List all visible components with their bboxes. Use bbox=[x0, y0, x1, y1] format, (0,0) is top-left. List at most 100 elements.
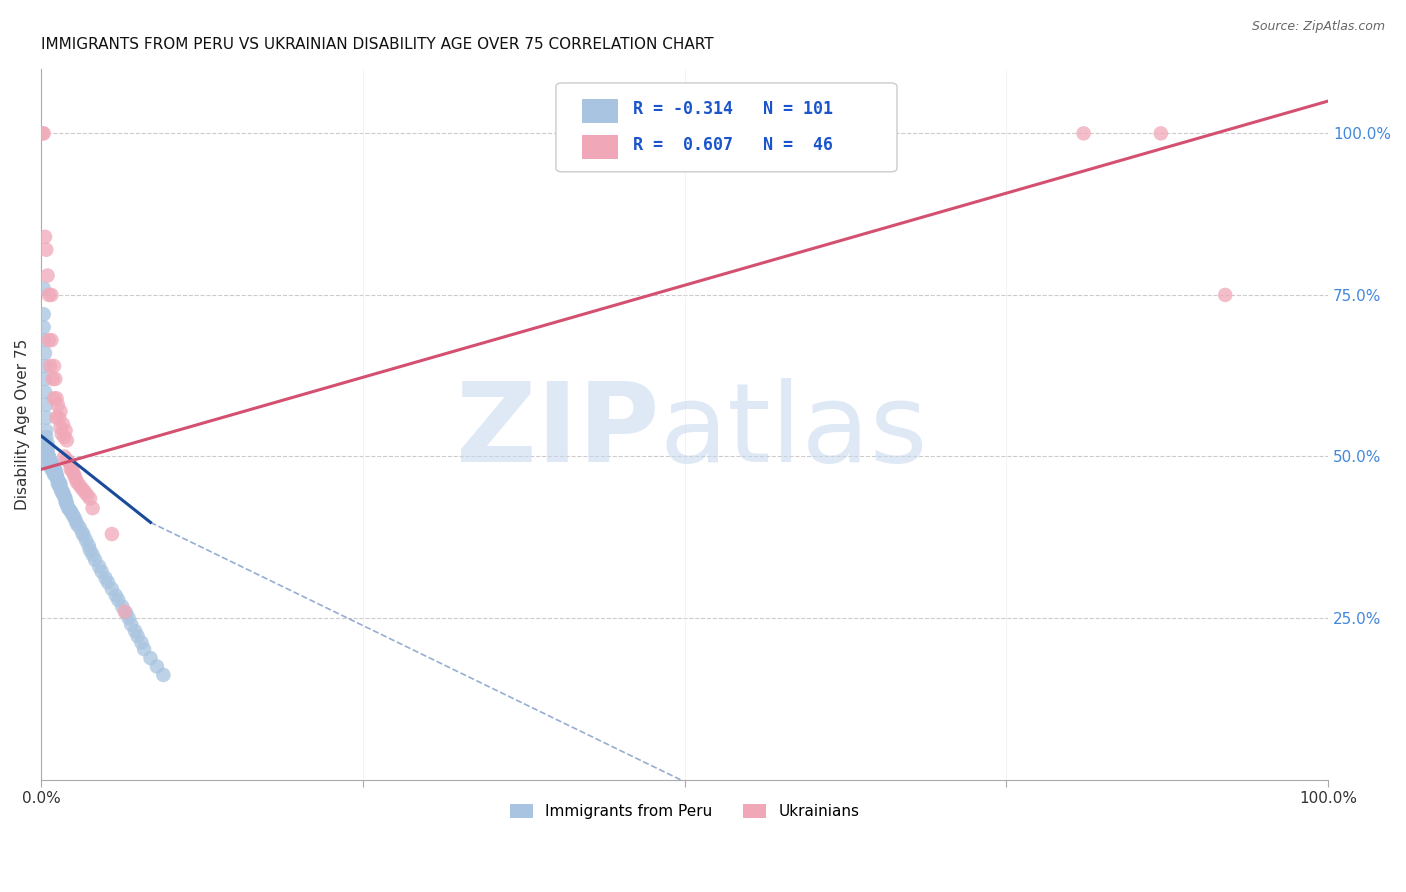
Point bbox=[37, 443, 59, 458]
Point bbox=[49, 479, 72, 493]
Point bbox=[37, 446, 59, 460]
Point bbox=[52, 417, 75, 432]
Point bbox=[34, 346, 56, 360]
Point bbox=[45, 468, 67, 483]
Point bbox=[76, 488, 98, 502]
Legend: Immigrants from Peru, Ukrainians: Immigrants from Peru, Ukrainians bbox=[503, 798, 865, 825]
Point bbox=[42, 359, 65, 373]
Text: Source: ZipAtlas.com: Source: ZipAtlas.com bbox=[1251, 20, 1385, 33]
Point bbox=[39, 459, 62, 474]
Point bbox=[53, 490, 76, 504]
Point bbox=[44, 466, 66, 480]
Point bbox=[37, 440, 59, 454]
Point bbox=[59, 504, 82, 518]
Point bbox=[52, 487, 75, 501]
Point bbox=[117, 611, 139, 625]
Point bbox=[46, 398, 69, 412]
Point bbox=[35, 243, 58, 257]
Point bbox=[146, 659, 169, 673]
Point bbox=[72, 482, 94, 496]
Point bbox=[44, 372, 66, 386]
Point bbox=[38, 450, 60, 464]
Point bbox=[49, 476, 72, 491]
Point bbox=[41, 461, 63, 475]
Point bbox=[866, 127, 889, 141]
Point bbox=[39, 452, 62, 467]
Point bbox=[66, 475, 89, 490]
Point bbox=[37, 268, 59, 283]
Point bbox=[32, 320, 55, 334]
Point bbox=[37, 450, 59, 464]
Point bbox=[104, 589, 127, 603]
Point bbox=[48, 478, 70, 492]
Point bbox=[35, 398, 58, 412]
Point bbox=[53, 450, 76, 464]
Point bbox=[75, 533, 97, 548]
Point bbox=[45, 470, 67, 484]
Point bbox=[51, 483, 73, 497]
Point bbox=[48, 410, 70, 425]
Point bbox=[35, 410, 58, 425]
Point bbox=[34, 229, 56, 244]
Point bbox=[45, 467, 67, 482]
Point bbox=[46, 474, 69, 488]
Point bbox=[56, 434, 79, 448]
Point bbox=[42, 462, 65, 476]
Point bbox=[51, 426, 73, 441]
Point bbox=[49, 420, 72, 434]
Point bbox=[48, 475, 70, 490]
Point bbox=[45, 392, 67, 406]
Point bbox=[101, 582, 124, 596]
Point bbox=[38, 452, 60, 467]
Point bbox=[97, 575, 120, 590]
Point bbox=[131, 635, 153, 649]
Point bbox=[82, 501, 104, 516]
Point bbox=[56, 501, 79, 516]
Point bbox=[127, 629, 149, 643]
Text: R = -0.314   N = 101: R = -0.314 N = 101 bbox=[633, 100, 834, 119]
Point bbox=[31, 443, 53, 458]
Point bbox=[42, 464, 65, 478]
Point bbox=[37, 456, 59, 470]
Point bbox=[41, 333, 63, 347]
Point bbox=[53, 430, 76, 444]
Point bbox=[41, 459, 63, 474]
Point bbox=[132, 642, 155, 657]
Text: IMMIGRANTS FROM PERU VS UKRAINIAN DISABILITY AGE OVER 75 CORRELATION CHART: IMMIGRANTS FROM PERU VS UKRAINIAN DISABI… bbox=[41, 37, 714, 53]
Point bbox=[34, 384, 56, 399]
Point bbox=[55, 424, 77, 438]
Point bbox=[52, 485, 75, 500]
Point bbox=[44, 464, 66, 478]
Point bbox=[111, 599, 134, 614]
Point bbox=[58, 502, 80, 516]
Point bbox=[65, 472, 87, 486]
Point bbox=[56, 498, 79, 512]
Point bbox=[41, 288, 63, 302]
Point bbox=[69, 520, 91, 534]
Point bbox=[63, 468, 86, 483]
Point bbox=[34, 359, 56, 373]
Point bbox=[42, 392, 65, 406]
Point bbox=[53, 488, 76, 502]
Point bbox=[42, 467, 65, 482]
Point bbox=[38, 288, 60, 302]
Point bbox=[120, 617, 142, 632]
Point bbox=[46, 476, 69, 491]
Point bbox=[66, 517, 89, 532]
Point bbox=[31, 436, 53, 450]
Point bbox=[42, 466, 65, 480]
Point bbox=[37, 436, 59, 450]
Bar bbox=[582, 99, 617, 123]
Point bbox=[38, 333, 60, 347]
Point bbox=[56, 496, 79, 510]
Point bbox=[38, 455, 60, 469]
Point bbox=[41, 457, 63, 471]
Point bbox=[46, 472, 69, 486]
Point bbox=[82, 548, 104, 562]
Point bbox=[84, 553, 107, 567]
Point bbox=[41, 457, 63, 471]
Point bbox=[73, 485, 96, 500]
Point bbox=[32, 127, 55, 141]
Point bbox=[39, 457, 62, 471]
Point bbox=[124, 624, 146, 638]
